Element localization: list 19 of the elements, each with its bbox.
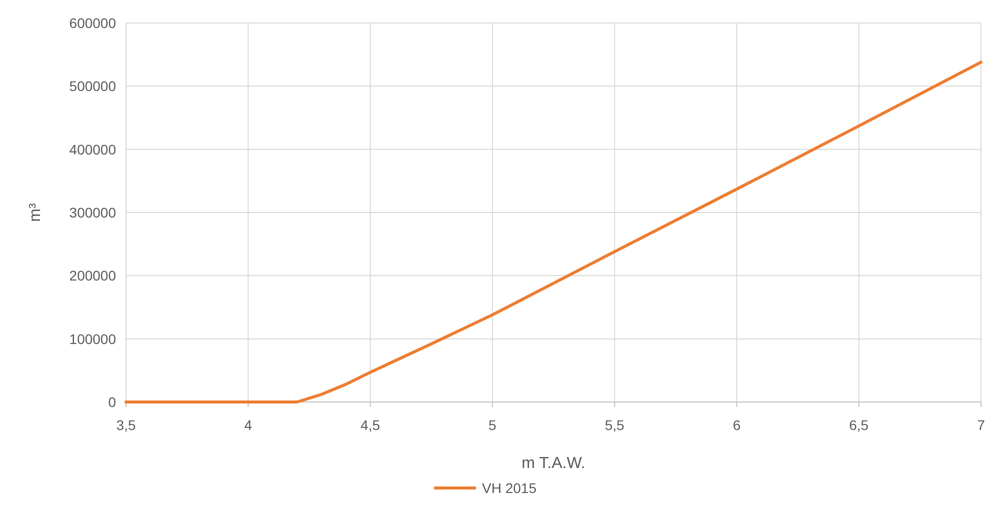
y-tick-label: 200000 bbox=[69, 268, 116, 284]
x-tick-label: 5 bbox=[488, 417, 497, 433]
y-tick-label: 100000 bbox=[69, 330, 116, 347]
x-tick-label: 4 bbox=[244, 417, 252, 433]
y-tick-label: 600000 bbox=[69, 15, 116, 31]
line-series bbox=[124, 60, 982, 404]
y-tick-label: 300000 bbox=[69, 204, 116, 220]
x-tick-label: 7 bbox=[977, 417, 986, 433]
y-axis-title: m³ bbox=[27, 202, 44, 222]
x-tick-label: 6,5 bbox=[849, 417, 869, 433]
x-tick-label: 4,5 bbox=[360, 417, 380, 433]
x-tick-label: 3,5 bbox=[116, 417, 136, 433]
y-tick-label: 0 bbox=[108, 394, 116, 410]
legend-label: VH 2015 bbox=[482, 480, 537, 496]
y-tick-label: 500000 bbox=[69, 78, 116, 94]
x-tick-label: 6 bbox=[732, 417, 741, 433]
x-axis-title: m T.A.W. bbox=[522, 455, 586, 472]
y-tick-label: 400000 bbox=[69, 141, 116, 158]
x-tick-label: 5,5 bbox=[604, 417, 625, 433]
